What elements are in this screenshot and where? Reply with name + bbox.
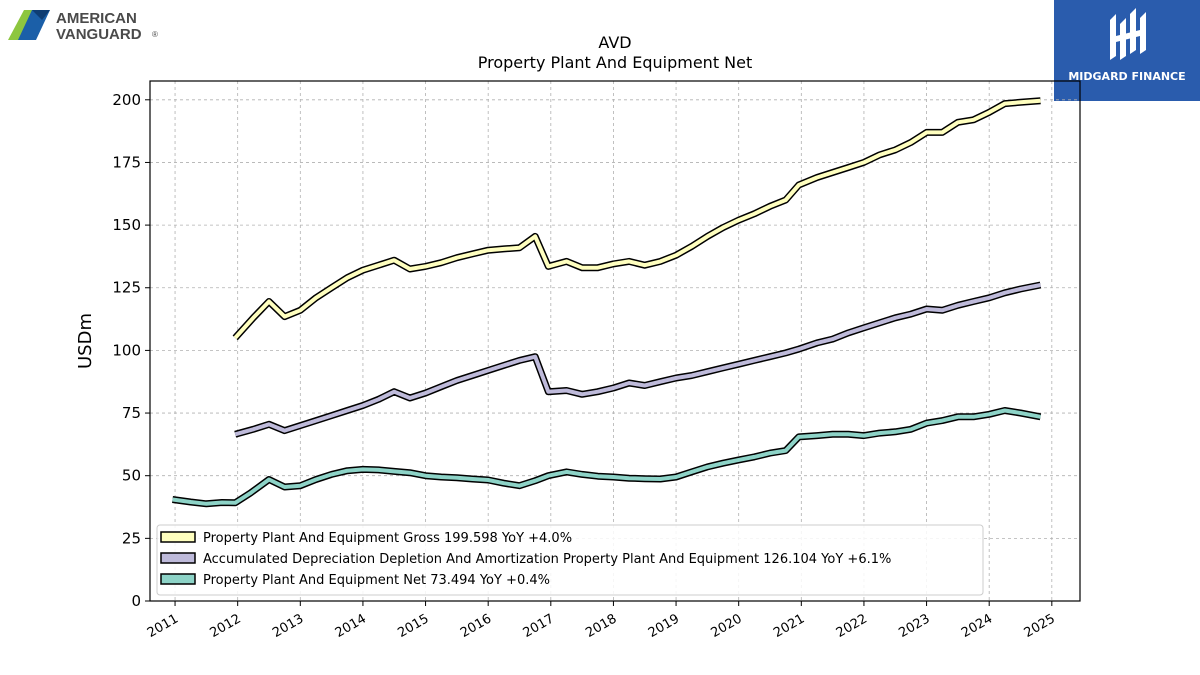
- x-tick-label: 2023: [896, 611, 932, 641]
- y-tick-label: 75: [122, 404, 141, 422]
- chart-subtitle: Property Plant And Equipment Net: [478, 53, 753, 72]
- series-line-0: [233, 98, 1041, 340]
- chart-series-layer: [172, 97, 1042, 508]
- x-tick-label: 2011: [145, 611, 181, 641]
- logo-registered-mark: ®: [152, 30, 158, 39]
- y-tick-label: 150: [112, 216, 141, 234]
- y-tick-label: 175: [112, 153, 141, 171]
- x-tick-label: 2018: [583, 611, 619, 641]
- x-tick-label: 2014: [333, 611, 369, 641]
- logo-line2: VANGUARD: [56, 26, 142, 43]
- chart-legend: Property Plant And Equipment Gross 199.5…: [156, 524, 984, 596]
- legend-swatch-0: [160, 531, 196, 543]
- x-tick-label: 2020: [709, 611, 745, 641]
- x-tick-label: 2021: [771, 611, 807, 641]
- x-tick-label: 2019: [646, 611, 682, 641]
- x-tick-label: 2025: [1022, 611, 1058, 641]
- midgard-finance-label: MIDGARD FINANCE: [1068, 70, 1186, 83]
- logo-line1: AMERICAN: [56, 10, 137, 27]
- y-tick-label: 100: [112, 341, 141, 359]
- y-tick-label: 50: [122, 467, 141, 485]
- x-tick-label: 2017: [521, 611, 557, 641]
- american-vanguard-logo-mark: AMERICAN VANGUARD ®: [8, 10, 158, 43]
- midgard-finance-mark-icon: [1110, 8, 1146, 60]
- plot-frame: [149, 80, 1081, 602]
- legend-swatch-2: [160, 573, 196, 585]
- series-line-1: [234, 283, 1041, 437]
- y-tick-label: 125: [112, 279, 141, 297]
- series-line-2: [172, 408, 1041, 506]
- midgard-finance-logo: MIDGARD FINANCE: [1054, 0, 1200, 101]
- x-tick-label: 2015: [395, 611, 431, 641]
- x-tick-label: 2024: [959, 611, 995, 641]
- legend-box: [156, 524, 984, 596]
- chart-title: AVD: [598, 33, 631, 52]
- y-tick-label: 25: [122, 529, 141, 547]
- chart-grid: [150, 81, 1080, 602]
- x-tick-label: 2012: [208, 611, 244, 641]
- x-tick-label: 2016: [458, 611, 494, 641]
- legend-label-0: Property Plant And Equipment Gross 199.5…: [203, 531, 572, 546]
- legend-swatch-1: [160, 552, 196, 564]
- x-tick-label: 2022: [834, 611, 870, 641]
- series-line-outline-1: [234, 281, 1042, 438]
- y-tick-label: 0: [131, 592, 141, 610]
- legend-label-1: Accumulated Depreciation Depletion And A…: [203, 552, 891, 567]
- x-tick-label: 2013: [270, 611, 306, 641]
- y-tick-label: 200: [112, 91, 141, 109]
- american-vanguard-logo: AMERICAN VANGUARD ®: [6, 6, 166, 46]
- legend-label-2: Property Plant And Equipment Net 73.494 …: [203, 573, 550, 588]
- y-axis-label: USDm: [75, 313, 96, 369]
